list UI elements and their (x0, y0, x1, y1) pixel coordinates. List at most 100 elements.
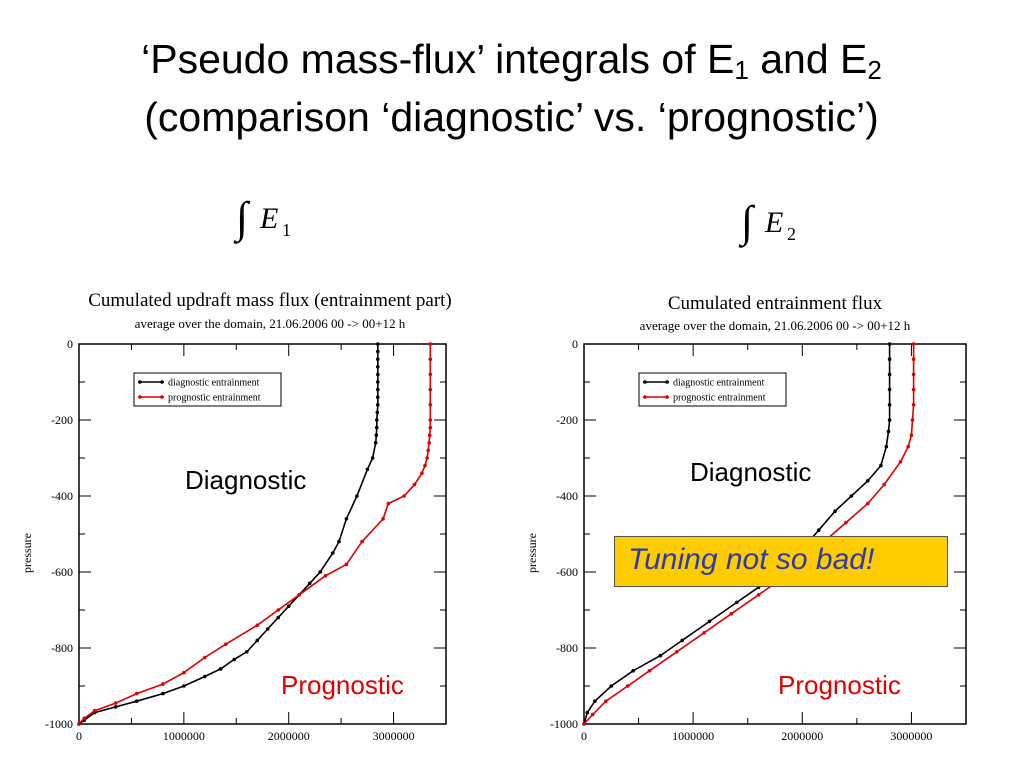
y-tick-label: -800 (51, 641, 73, 655)
slide-title-line2: (comparison ‘diagnostic’ vs. ‘prognostic… (144, 94, 879, 140)
data-point (887, 372, 892, 377)
data-point (426, 448, 431, 453)
data-point (232, 657, 236, 662)
data-point (420, 471, 424, 476)
legend-box (133, 372, 282, 407)
data-point (609, 684, 614, 688)
data-point (286, 604, 291, 608)
data-point (402, 494, 406, 498)
x-tick-label: 1000000 (672, 729, 714, 743)
chart-1: Cumulated updraft mass flux (entrainment… (20, 290, 452, 743)
data-point (675, 650, 679, 654)
data-point (887, 342, 892, 346)
callout-text: Tuning not so bad! (628, 543, 875, 576)
data-point (833, 509, 837, 513)
x-tick-label: 2000000 (268, 729, 310, 743)
data-point (134, 699, 139, 703)
data-point (218, 667, 223, 671)
data-point (658, 653, 663, 658)
chart2-diagnostic-label: Diagnostic (690, 457, 812, 487)
data-point (590, 712, 595, 717)
data-point (360, 539, 364, 544)
integral-symbol: ∫ (741, 197, 754, 246)
data-point (255, 623, 260, 627)
data-point (255, 638, 260, 643)
data-point (756, 593, 761, 597)
y-tick-label: -400 (556, 489, 578, 503)
data-point (911, 387, 916, 392)
data-point (604, 699, 608, 703)
title-mid: and E (748, 36, 868, 82)
data-point (887, 403, 892, 407)
data-point (161, 691, 165, 696)
data-point (702, 631, 706, 635)
data-point (344, 562, 349, 567)
data-point (428, 387, 433, 392)
data-point (911, 342, 916, 346)
chart-title: Cumulated updraft mass flux (entrainment… (88, 290, 452, 311)
y-axis-label: pressure (20, 533, 34, 573)
y-axis-label: pressure (525, 533, 539, 573)
data-point (375, 425, 379, 430)
y-tick-label: 0 (67, 337, 73, 351)
data-point (318, 570, 323, 574)
data-point (887, 357, 892, 362)
data-point (276, 608, 281, 612)
legend-label: diagnostic entrainment (673, 378, 765, 389)
data-point (375, 410, 380, 415)
legend-marker (160, 380, 164, 384)
data-point (276, 615, 281, 620)
data-point (625, 684, 630, 688)
data-point (882, 482, 886, 487)
data-point (593, 699, 597, 703)
integral-variable: E (260, 202, 279, 235)
data-point (729, 612, 734, 616)
integral-e2-formula: ∫ E 2 (741, 197, 811, 252)
y-tick-label: -600 (556, 565, 578, 579)
chart-2: Cumulated entrainment flux average over t… (525, 293, 967, 743)
data-point (77, 722, 81, 726)
data-point (376, 365, 380, 369)
data-point (376, 380, 380, 384)
data-point (911, 372, 916, 377)
data-point (376, 342, 380, 346)
chart-title: Cumulated entrainment flux (668, 293, 883, 314)
x-tick-label: 3000000 (373, 729, 415, 743)
data-point (428, 357, 433, 362)
data-point (374, 433, 379, 438)
legend-marker (643, 380, 647, 384)
data-point (911, 403, 916, 407)
series-diagnostic (582, 342, 892, 726)
data-point (412, 482, 417, 487)
legend-label: prognostic entrainment (673, 393, 766, 404)
data-point (423, 463, 427, 468)
data-point (680, 638, 684, 643)
chart-subtitle: average over the domain, 21.06.2006 00 -… (135, 316, 406, 331)
data-point (386, 501, 391, 506)
chart-subtitle: average over the domain, 21.06.2006 00 -… (640, 318, 911, 333)
data-point (884, 444, 889, 449)
y-tick-label: 0 (572, 337, 578, 351)
data-point (844, 520, 848, 525)
data-point (355, 494, 359, 498)
data-point (585, 710, 590, 715)
data-point (265, 627, 270, 631)
data-point (879, 463, 883, 468)
x-tick-label: 0 (76, 729, 82, 743)
data-point (245, 650, 249, 654)
data-point (428, 372, 433, 377)
data-point (425, 456, 429, 460)
y-tick-label: -400 (51, 489, 73, 503)
legend-box (638, 372, 787, 407)
data-point (82, 716, 86, 721)
data-point (428, 403, 433, 407)
integral-e1-formula: ∫ E 1 (236, 193, 306, 248)
legend: diagnostic entrainment prognostic entrain… (638, 372, 787, 407)
data-point (365, 467, 370, 472)
legend-marker (665, 380, 669, 384)
data-point (344, 517, 349, 521)
series-line (583, 344, 915, 725)
data-point (376, 349, 380, 354)
data-point (707, 619, 712, 624)
legend-marker (138, 395, 142, 399)
